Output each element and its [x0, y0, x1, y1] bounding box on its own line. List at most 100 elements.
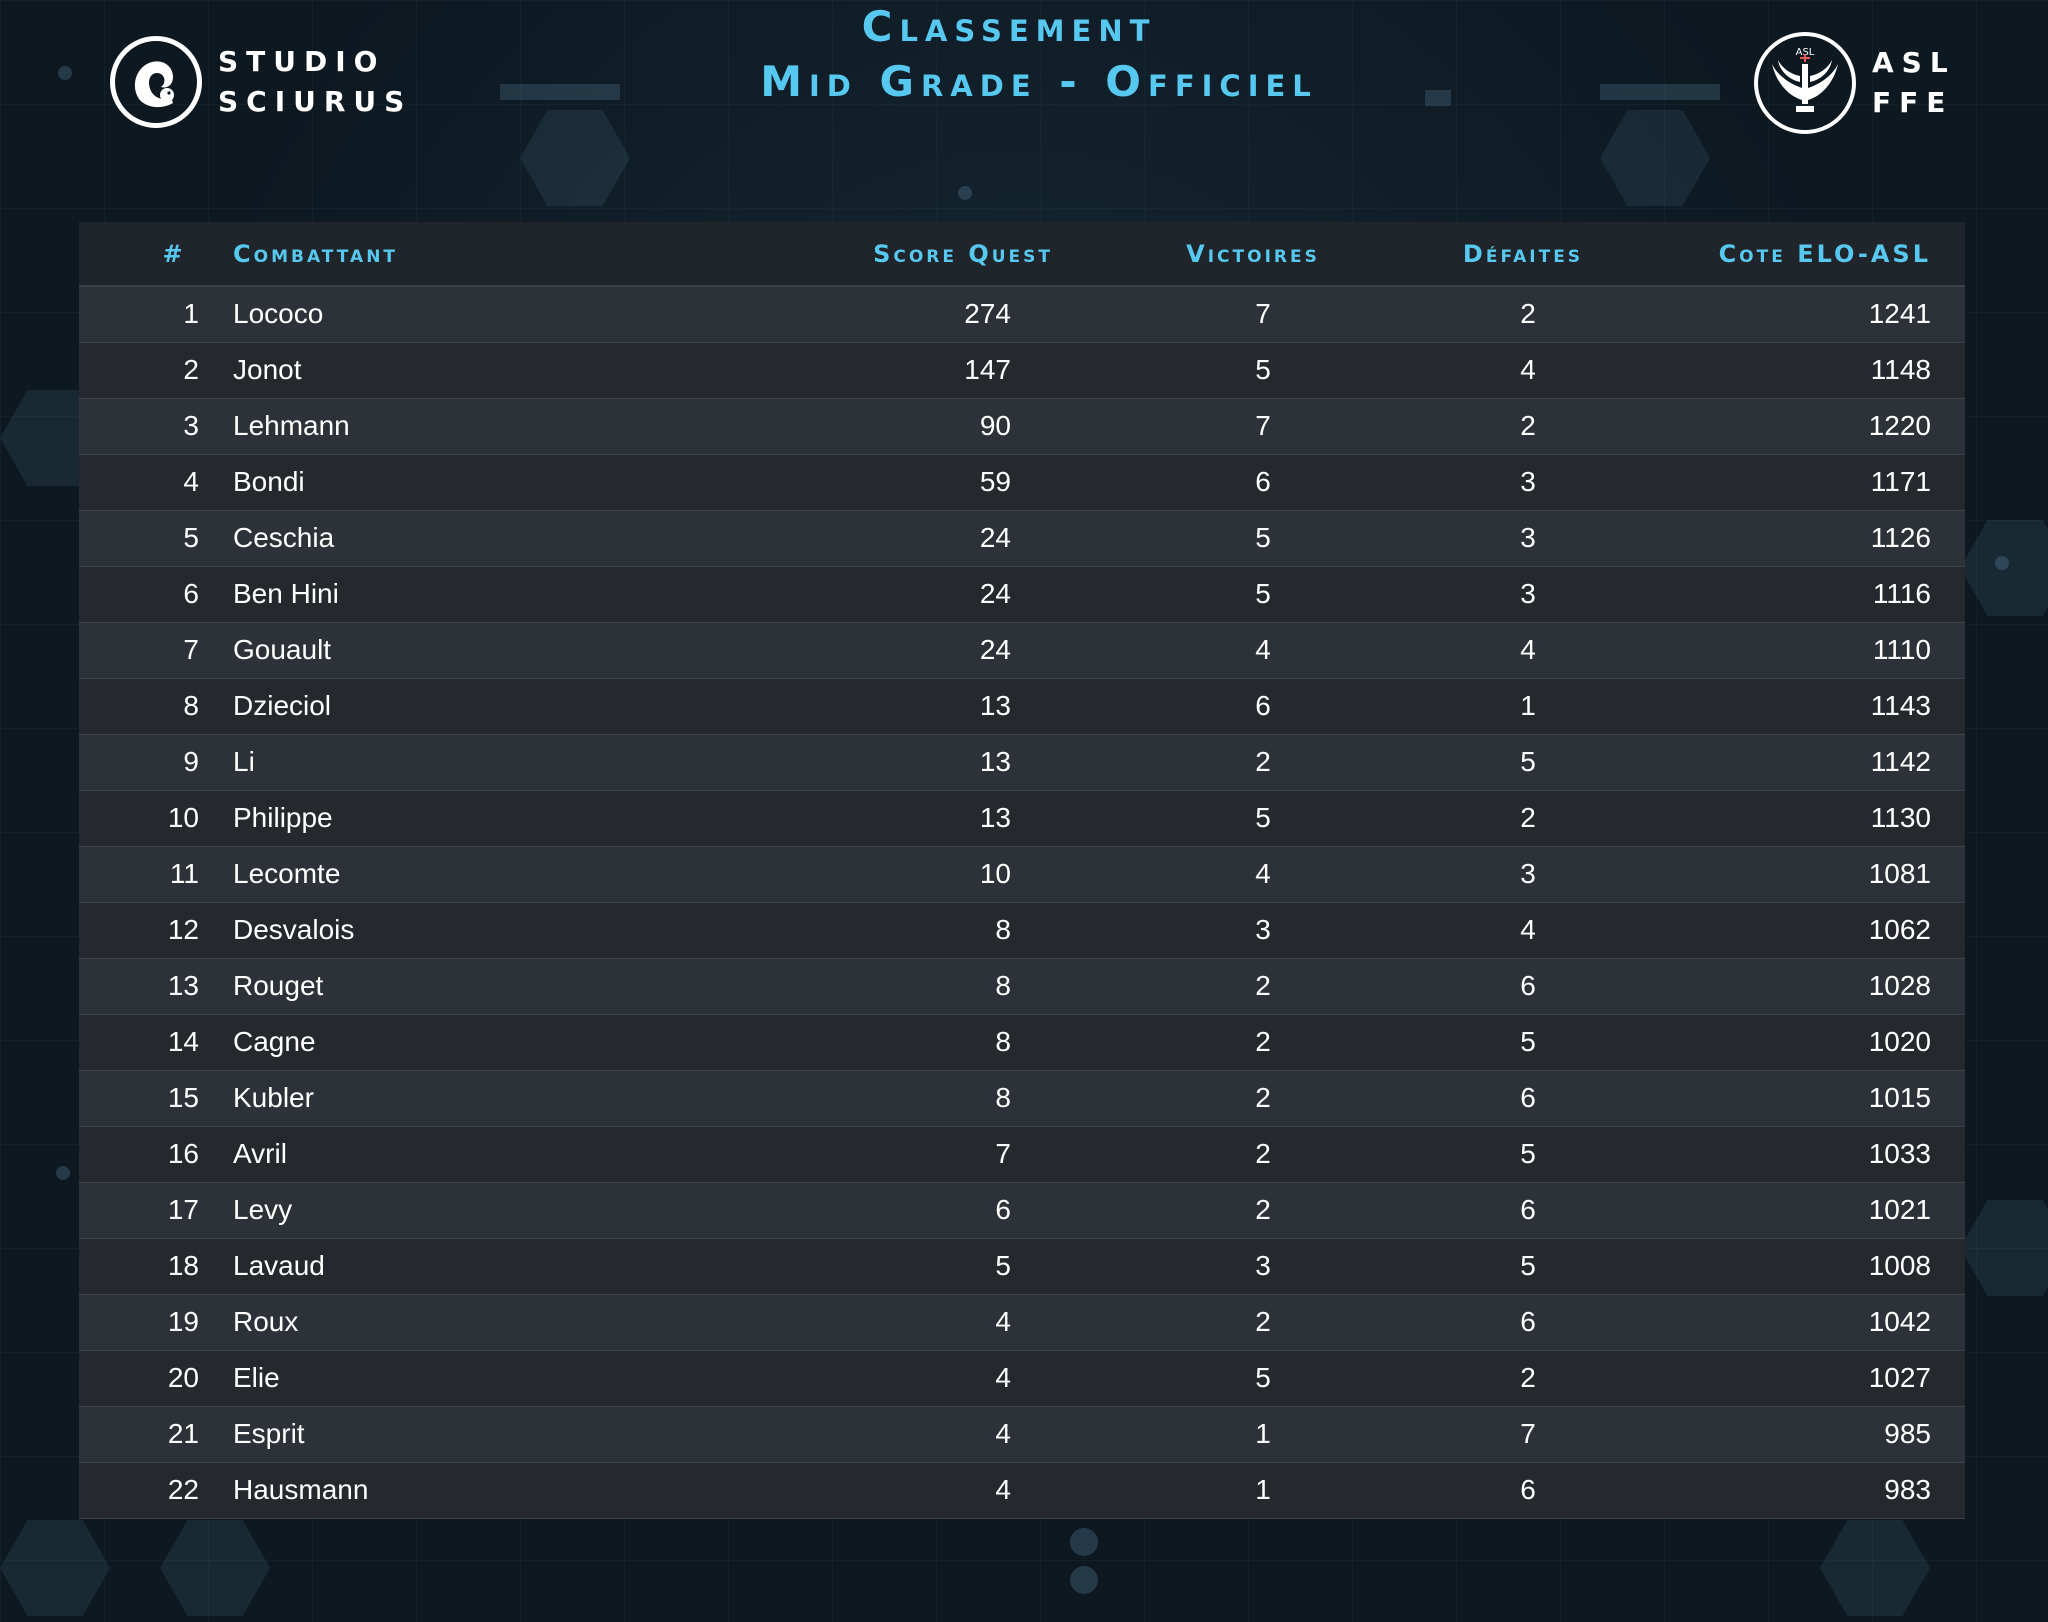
title-classement: Classement	[861, 2, 1157, 51]
cell-combattant: Esprit	[233, 1418, 305, 1449]
cell-victoires: 2	[1255, 970, 1271, 1001]
column-header-score-quest[interactable]: Score Quest	[613, 222, 1053, 287]
table-row[interactable]: 4 Bondi 59 6 3 1171	[79, 454, 1965, 510]
cell-score-quest: 4	[995, 1306, 1011, 1337]
column-header-rank[interactable]: #	[79, 222, 199, 287]
background-hexagon	[0, 1520, 110, 1616]
cell-rank: 5	[183, 522, 199, 553]
cell-rank: 2	[183, 354, 199, 385]
background-hexagon	[1960, 1200, 2048, 1296]
table-row[interactable]: 2 Jonot 147 5 4 1148	[79, 342, 1965, 398]
cell-combattant: Desvalois	[233, 914, 355, 945]
cell-cote-elo: 1142	[1870, 746, 1931, 777]
cell-victoires: 4	[1255, 858, 1271, 889]
cell-defaites: 5	[1520, 1250, 1536, 1281]
table-row[interactable]: 7 Gouault 24 4 4 1110	[79, 622, 1965, 678]
asl-ffe-logo: ASL ASL FFE	[1754, 32, 1956, 134]
cell-cote-elo: 1220	[1868, 410, 1931, 441]
cell-rank: 21	[167, 1418, 199, 1449]
table-row[interactable]: 9 Li 13 2 5 1142	[79, 734, 1965, 790]
cell-rank: 3	[183, 410, 199, 441]
cell-score-quest: 59	[979, 466, 1011, 497]
table-row[interactable]: 19 Roux 4 2 6 1042	[79, 1294, 1965, 1350]
table-row[interactable]: 21 Esprit 4 1 7 985	[79, 1406, 1965, 1462]
cell-rank: 20	[167, 1362, 199, 1393]
cell-rank: 11	[169, 858, 199, 889]
table-row[interactable]: 1 Lococo 274 7 2 1241	[79, 286, 1965, 342]
cell-defaites: 2	[1520, 1362, 1536, 1393]
cell-combattant: Li	[233, 746, 255, 777]
cell-score-quest: 274	[964, 298, 1011, 330]
cell-victoires: 2	[1255, 1138, 1271, 1169]
table-row[interactable]: 15 Kubler 8 2 6 1015	[79, 1070, 1965, 1126]
cell-defaites: 4	[1520, 914, 1536, 945]
table-body: 1 Lococo 274 7 2 1241 2 Jonot 147 5 4 1148 3 Lehmann 9…	[79, 286, 1965, 1518]
cell-score-quest: 24	[979, 634, 1011, 665]
cell-score-quest: 10	[979, 858, 1011, 889]
table-row[interactable]: 13 Rouget 8 2 6 1028	[79, 958, 1965, 1014]
cell-defaites: 5	[1520, 1138, 1536, 1169]
cell-victoires: 6	[1255, 690, 1271, 721]
cell-rank: 1	[183, 298, 199, 330]
cell-victoires: 2	[1255, 1306, 1271, 1337]
table-header-row: # Combattant Score Quest Victoires Défai…	[79, 222, 1965, 287]
cell-defaites: 3	[1520, 466, 1536, 497]
cell-victoires: 2	[1255, 746, 1271, 777]
cell-victoires: 5	[1255, 802, 1271, 833]
cell-cote-elo: 1143	[1870, 690, 1931, 721]
table-row[interactable]: 6 Ben Hini 24 5 3 1116	[79, 566, 1965, 622]
background-dot	[58, 66, 72, 80]
background-bar	[1600, 84, 1720, 100]
table-row[interactable]: 17 Levy 6 2 6 1021	[79, 1182, 1965, 1238]
table-row[interactable]: 3 Lehmann 90 7 2 1220	[79, 398, 1965, 454]
cell-defaites: 7	[1520, 1418, 1536, 1449]
column-header-cote-elo[interactable]: Cote ELO-ASL	[1653, 222, 1965, 287]
logo-line-asl: ASL	[1872, 46, 1956, 79]
cell-defaites: 2	[1520, 410, 1536, 441]
column-header-defaites[interactable]: Défaites	[1393, 222, 1653, 287]
table-row[interactable]: 22 Hausmann 4 1 6 983	[79, 1462, 1965, 1518]
cell-combattant: Dzieciol	[233, 690, 332, 721]
cell-rank: 4	[183, 466, 199, 497]
background-dot	[56, 1166, 70, 1180]
cell-combattant: Avril	[233, 1138, 287, 1169]
cell-cote-elo: 1241	[1868, 298, 1931, 330]
table-row[interactable]: 14 Cagne 8 2 5 1020	[79, 1014, 1965, 1070]
cell-combattant: Lococo	[233, 298, 324, 330]
cell-cote-elo: 1130	[1870, 802, 1931, 833]
cell-rank: 14	[167, 1026, 199, 1057]
cell-defaites: 6	[1520, 1194, 1536, 1225]
column-header-victoires[interactable]: Victoires	[1053, 222, 1393, 287]
ranking-table: # Combattant Score Quest Victoires Défai…	[79, 222, 1965, 1519]
cell-victoires: 5	[1255, 578, 1271, 609]
cell-cote-elo: 1027	[1868, 1362, 1931, 1393]
cell-defaites: 5	[1520, 746, 1536, 777]
table-row[interactable]: 20 Elie 4 5 2 1027	[79, 1350, 1965, 1406]
cell-cote-elo: 1021	[1868, 1194, 1931, 1225]
cell-cote-elo: 1042	[1868, 1306, 1931, 1337]
table-row[interactable]: 5 Ceschia 24 5 3 1126	[79, 510, 1965, 566]
cell-cote-elo: 1081	[1868, 858, 1931, 889]
cell-victoires: 4	[1255, 634, 1271, 665]
cell-combattant: Roux	[233, 1306, 299, 1337]
cell-rank: 12	[167, 914, 199, 945]
table-row[interactable]: 12 Desvalois 8 3 4 1062	[79, 902, 1965, 958]
cell-defaites: 2	[1520, 802, 1536, 833]
cell-cote-elo: 1033	[1868, 1138, 1931, 1169]
cell-victoires: 5	[1255, 522, 1271, 553]
table-row[interactable]: 8 Dzieciol 13 6 1 1143	[79, 678, 1965, 734]
table-row[interactable]: 10 Philippe 13 5 2 1130	[79, 790, 1965, 846]
cell-defaites: 3	[1520, 522, 1536, 553]
ranking-table-container: # Combattant Score Quest Victoires Défai…	[79, 222, 1965, 1519]
table-row[interactable]: 11 Lecomte 10 4 3 1081	[79, 846, 1965, 902]
cell-score-quest: 7	[995, 1138, 1011, 1169]
lightsaber-wings-icon: ASL	[1754, 32, 1856, 134]
background-hexagon	[0, 390, 110, 486]
cell-combattant: Gouault	[233, 634, 332, 665]
table-row[interactable]: 18 Lavaud 5 3 5 1008	[79, 1238, 1965, 1294]
cell-cote-elo: 1062	[1868, 914, 1931, 945]
background-dot	[1070, 1528, 1098, 1556]
column-header-combattant[interactable]: Combattant	[199, 222, 613, 287]
cell-score-quest: 8	[995, 1082, 1011, 1113]
table-row[interactable]: 16 Avril 7 2 5 1033	[79, 1126, 1965, 1182]
